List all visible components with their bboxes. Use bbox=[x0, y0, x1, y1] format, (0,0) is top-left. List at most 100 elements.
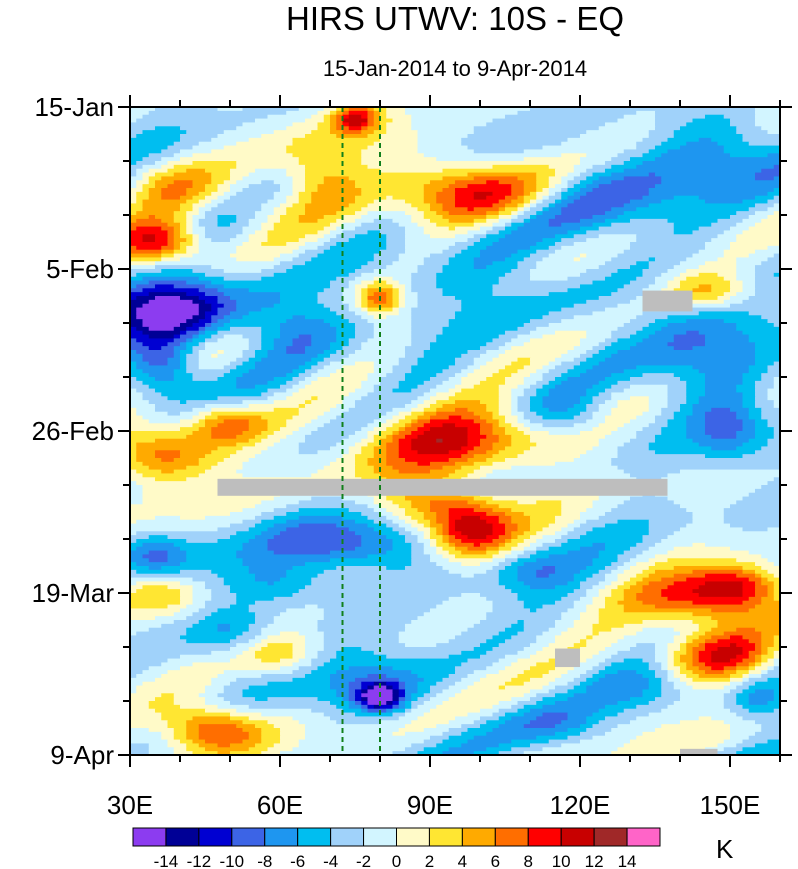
field-cell bbox=[767, 245, 781, 251]
field-cell bbox=[580, 739, 631, 745]
field-cell bbox=[773, 203, 781, 208]
field-cell bbox=[642, 373, 675, 378]
field-cell bbox=[692, 519, 725, 525]
field-cell bbox=[767, 569, 781, 575]
field-cell bbox=[661, 272, 681, 278]
field-cell bbox=[636, 145, 656, 151]
field-cell bbox=[686, 330, 700, 336]
field-cell bbox=[136, 296, 156, 301]
field-cell bbox=[473, 369, 500, 374]
field-cell bbox=[773, 164, 781, 170]
field-cell bbox=[748, 674, 762, 679]
field-cell bbox=[448, 261, 475, 266]
field-cell bbox=[267, 434, 287, 440]
field-cell bbox=[405, 689, 419, 694]
field-cell bbox=[661, 176, 756, 181]
field-cell bbox=[492, 222, 506, 228]
field-cell bbox=[417, 681, 437, 687]
field-cell bbox=[505, 272, 531, 278]
field-cell bbox=[555, 172, 569, 178]
field-cell bbox=[692, 404, 744, 409]
field-cell bbox=[598, 126, 656, 131]
field-cell bbox=[130, 643, 237, 648]
field-cell bbox=[436, 562, 462, 567]
field-cell bbox=[673, 681, 687, 687]
field-cell bbox=[605, 647, 631, 652]
field-cell bbox=[355, 677, 400, 683]
field-cell bbox=[186, 353, 200, 359]
field-cell bbox=[398, 427, 406, 432]
field-cell bbox=[748, 654, 756, 660]
field-cell bbox=[373, 114, 381, 120]
field-cell bbox=[767, 419, 781, 424]
field-cell bbox=[261, 134, 306, 139]
field-cell bbox=[423, 199, 437, 205]
field-cell bbox=[748, 608, 781, 613]
field-cell bbox=[273, 342, 294, 347]
field-cell bbox=[761, 415, 781, 421]
field-cell bbox=[211, 411, 300, 417]
colorbar-label: 12 bbox=[585, 852, 604, 869]
field-cell bbox=[305, 400, 312, 405]
field-cell bbox=[130, 400, 150, 405]
field-cell bbox=[448, 319, 531, 324]
field-cell bbox=[567, 276, 606, 282]
field-cell bbox=[236, 257, 275, 262]
field-cell bbox=[486, 230, 500, 235]
field-cell bbox=[755, 434, 775, 440]
field-cell bbox=[436, 211, 450, 216]
field-cell bbox=[173, 350, 181, 355]
field-cell bbox=[705, 377, 744, 382]
field-cell bbox=[636, 110, 656, 116]
field-cell bbox=[186, 616, 206, 621]
field-cell bbox=[323, 635, 400, 640]
field-cell bbox=[180, 666, 281, 671]
x-tick-label: 120E bbox=[550, 790, 611, 820]
field-cell bbox=[330, 342, 350, 347]
field-cell bbox=[517, 203, 525, 208]
field-cell bbox=[642, 731, 731, 737]
field-cell bbox=[555, 639, 581, 644]
field-cell bbox=[730, 296, 750, 301]
field-cell bbox=[742, 527, 769, 532]
field-cell bbox=[323, 411, 344, 417]
field-cell bbox=[555, 701, 619, 706]
field-cell bbox=[142, 176, 150, 181]
field-cell bbox=[386, 411, 400, 417]
field-cell bbox=[742, 392, 756, 397]
field-cell bbox=[661, 326, 737, 332]
field-cell bbox=[505, 350, 569, 355]
field-cell bbox=[630, 334, 650, 340]
field-cell bbox=[423, 400, 437, 405]
field-cell bbox=[673, 701, 725, 706]
field-cell bbox=[555, 693, 575, 698]
field-cell bbox=[636, 554, 656, 559]
field-cell bbox=[661, 141, 687, 147]
field-cell bbox=[130, 114, 144, 120]
field-cell bbox=[773, 404, 781, 409]
field-cell bbox=[548, 554, 600, 559]
field-cell bbox=[355, 334, 375, 340]
field-cell bbox=[455, 400, 481, 405]
field-cell bbox=[642, 161, 781, 166]
field-cell bbox=[186, 539, 219, 544]
field-cell bbox=[561, 141, 637, 147]
field-cell bbox=[548, 218, 581, 224]
field-cell bbox=[767, 392, 781, 397]
field-cell bbox=[523, 180, 537, 185]
field-cell bbox=[286, 269, 356, 274]
field-cell bbox=[130, 481, 137, 486]
field-cell bbox=[755, 114, 781, 120]
field-cell bbox=[442, 215, 487, 220]
field-cell bbox=[517, 701, 537, 706]
field-cell bbox=[242, 728, 262, 733]
field-cell bbox=[348, 508, 375, 513]
field-cell bbox=[486, 674, 519, 679]
field-cell bbox=[273, 743, 300, 748]
field-cell bbox=[417, 137, 462, 143]
field-cell bbox=[667, 315, 762, 320]
field-cell bbox=[673, 500, 737, 505]
field-cell bbox=[186, 226, 194, 232]
field-cell bbox=[530, 523, 550, 529]
field-cell bbox=[717, 141, 750, 147]
